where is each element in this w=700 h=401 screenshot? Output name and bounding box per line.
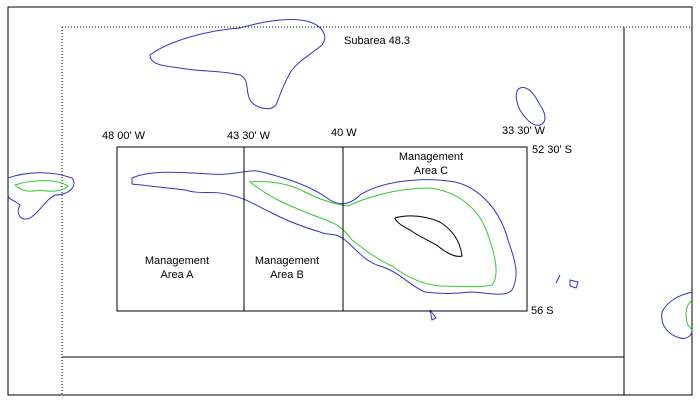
area-label: Area B: [270, 269, 304, 281]
longitude-label: 33 30' W: [502, 125, 546, 137]
map-border: [7, 6, 693, 396]
subarea-label: Subarea 48.3: [344, 35, 410, 47]
shag-rocks-coast: [149, 19, 326, 110]
islet-coast: [429, 274, 579, 321]
latitude-label: 56 S: [531, 305, 554, 317]
management-area-box: [116, 146, 528, 312]
latitude-label: 52 30' S: [532, 144, 572, 156]
south-georgia-island: [394, 215, 463, 257]
longitude-label: 43 30' W: [227, 130, 271, 142]
area-label: Area A: [160, 269, 194, 281]
east-coast: [661, 291, 693, 339]
west-coast: [7, 172, 75, 220]
south-georgia-coast: [131, 170, 517, 295]
area-label: Area C: [414, 165, 448, 177]
west-shelf: [14, 180, 69, 192]
longitude-label: 48 00' W: [102, 130, 146, 142]
area-label: Management: [399, 151, 463, 163]
longitude-label: 40 W: [331, 127, 357, 139]
east-shelf: [685, 299, 693, 331]
south-georgia-shelf: [248, 181, 497, 288]
islet-coast: [515, 86, 546, 126]
area-label: Management: [145, 255, 209, 267]
area-label: Management: [255, 255, 319, 267]
